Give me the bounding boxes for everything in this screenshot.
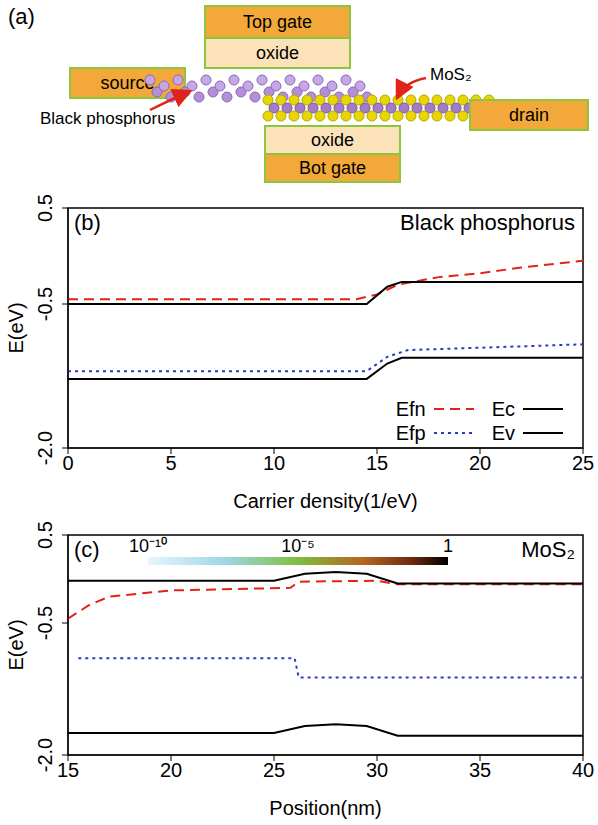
svg-text:oxide: oxide <box>256 43 299 63</box>
svg-text:0.5: 0.5 <box>34 521 56 549</box>
html-text:MoS₂: MoS₂ <box>521 537 575 562</box>
svg-text:35: 35 <box>469 759 491 781</box>
svg-text:20: 20 <box>160 759 182 781</box>
svg-text:MoS₂: MoS₂ <box>430 65 472 84</box>
svg-text:30: 30 <box>366 759 388 781</box>
html-text:10⁻⁵: 10⁻⁵ <box>281 536 315 556</box>
svg-text:0.5: 0.5 <box>34 194 56 222</box>
svg-text:Black phosphorus: Black phosphorus <box>40 109 175 128</box>
html-text:Ev: Ev <box>491 421 515 444</box>
svg-text:25: 25 <box>263 759 285 781</box>
svg-text:-0.5: -0.5 <box>34 606 56 640</box>
html-text:Black phosphorus: Black phosphorus <box>400 210 575 235</box>
html-text:1: 1 <box>443 536 453 556</box>
html-text:(c): (c) <box>74 537 100 562</box>
html-text:(b): (b) <box>74 210 101 235</box>
svg-text:-2.0: -2.0 <box>34 738 56 772</box>
html-text:Efn: Efn <box>395 397 426 420</box>
svg-text:25: 25 <box>572 452 594 474</box>
svg-text:10: 10 <box>263 452 285 474</box>
svg-text:40: 40 <box>572 759 594 781</box>
svg-text:Bot gate: Bot gate <box>299 158 366 178</box>
svg-text:15: 15 <box>366 452 388 474</box>
svg-text:15: 15 <box>57 759 79 781</box>
svg-text:E(eV): E(eV) <box>5 302 27 353</box>
svg-text:Position(nm): Position(nm) <box>269 797 381 819</box>
svg-text:0: 0 <box>62 452 73 474</box>
svg-text:5: 5 <box>165 452 176 474</box>
svg-text:drain: drain <box>509 105 549 125</box>
svg-text:Top gate: Top gate <box>243 12 312 32</box>
svg-text:Carrier density(1/eV): Carrier density(1/eV) <box>233 490 418 512</box>
svg-text:(a): (a) <box>8 4 35 29</box>
svg-text:source: source <box>100 73 154 93</box>
svg-text:oxide: oxide <box>311 130 354 150</box>
html-text:10⁻¹⁰: 10⁻¹⁰ <box>129 536 167 556</box>
svg-text:E(eV): E(eV) <box>5 619 27 670</box>
svg-text:-2.0: -2.0 <box>34 431 56 465</box>
svg-text:-0.5: -0.5 <box>34 287 56 321</box>
svg-text:20: 20 <box>469 452 491 474</box>
html-text:Ec: Ec <box>491 397 515 420</box>
html-text:Efp: Efp <box>395 421 426 444</box>
